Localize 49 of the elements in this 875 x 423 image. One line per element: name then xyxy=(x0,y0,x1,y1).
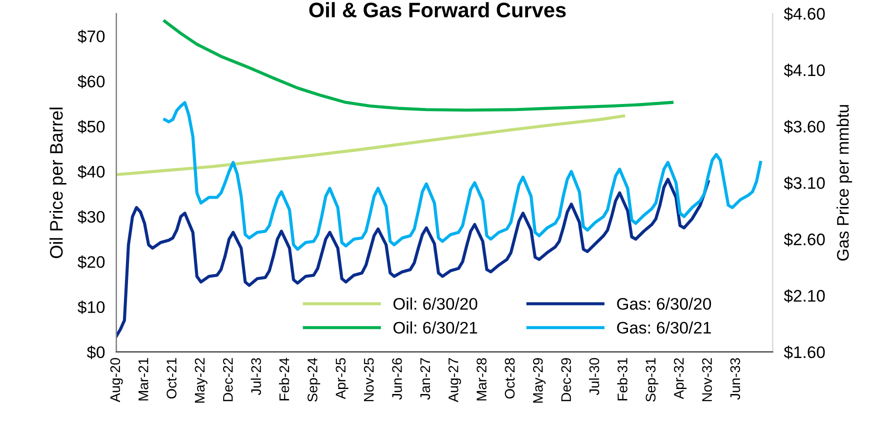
line-series xyxy=(116,178,710,338)
x-tick-label: Jul-30 xyxy=(589,358,600,396)
x-tick-label: Dec-29 xyxy=(561,358,572,402)
y-tick-label: $40 xyxy=(78,165,105,179)
y2-tick-label: $3.60 xyxy=(784,120,825,134)
y-tick-label: $30 xyxy=(78,210,105,224)
legend-label: Gas: 6/30/21 xyxy=(617,321,711,334)
y2-tick-label: $2.10 xyxy=(784,289,825,303)
y2-tick-label: $4.60 xyxy=(784,7,825,21)
line-series xyxy=(116,114,626,176)
x-tick-label: Apr-32 xyxy=(674,358,686,400)
y-tick-label: $70 xyxy=(78,30,105,44)
y2-tick-label: $1.60 xyxy=(784,346,825,360)
legend-label: Oil: 6/30/21 xyxy=(393,321,478,334)
y-tick-label: $20 xyxy=(78,255,105,269)
x-tick-label: Oct-21 xyxy=(166,358,176,399)
line-series xyxy=(163,101,762,251)
x-tick-label: Mar-28 xyxy=(476,358,486,400)
x-tick-label: Nov-25 xyxy=(364,358,374,402)
x-tick-label: Jan-27 xyxy=(420,358,430,400)
y-tick-label: $50 xyxy=(78,120,105,134)
y2-tick-label: $4.10 xyxy=(784,64,825,78)
y-tick-label: $10 xyxy=(78,300,105,314)
x-tick-label: Sep-31 xyxy=(646,358,658,402)
x-tick-label: Feb-31 xyxy=(617,358,628,400)
x-tick-label: Jun-33 xyxy=(730,358,740,400)
legend-label: Oil: 6/30/20 xyxy=(393,298,478,310)
y2-tick-label: $3.10 xyxy=(784,176,825,190)
x-tick-label: May-22 xyxy=(194,358,208,403)
y-tick-label: $60 xyxy=(78,74,105,88)
x-tick-label: Apr-25 xyxy=(336,358,348,400)
x-tick-label: Jun-26 xyxy=(392,358,402,400)
chart-title: Oil & Gas Forward Curves xyxy=(309,2,566,18)
line-series xyxy=(163,20,674,112)
x-tick-label: Aug-27 xyxy=(448,358,462,402)
y2-axis-title: Gas Price per mmbtu xyxy=(836,105,852,261)
x-tick-label: Oct-28 xyxy=(504,358,515,399)
x-tick-label: Dec-22 xyxy=(223,358,233,402)
y-axis-title: Oil Price per Barrel xyxy=(50,108,66,258)
x-tick-label: Jul-23 xyxy=(250,358,262,396)
x-tick-label: Nov-32 xyxy=(702,358,712,402)
legend-label: Gas: 6/30/20 xyxy=(617,298,712,310)
x-tick-label: Sep-24 xyxy=(308,358,320,402)
y-tick-label: $0 xyxy=(86,346,105,360)
x-tick-label: Aug-20 xyxy=(110,358,123,402)
x-tick-label: Feb-24 xyxy=(278,358,290,400)
x-tick-label: Mar-21 xyxy=(138,358,148,400)
x-tick-label: May-29 xyxy=(533,358,546,403)
y2-tick-label: $2.60 xyxy=(784,232,825,246)
